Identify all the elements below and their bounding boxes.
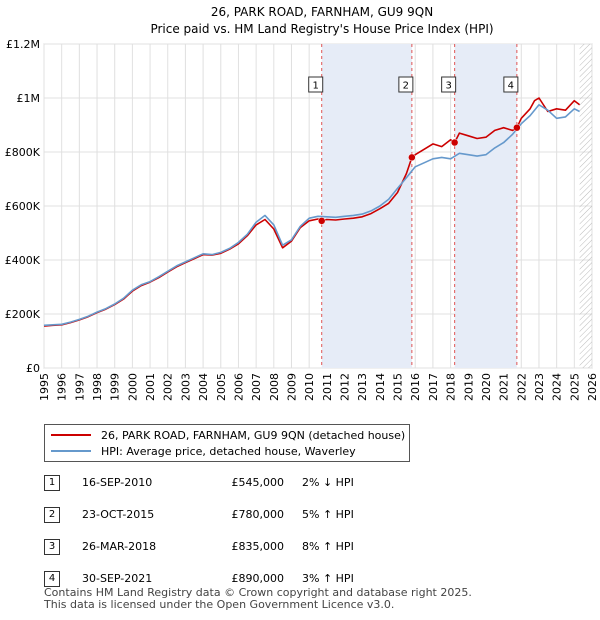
sale-label-box	[308, 76, 324, 93]
transaction-date: 26-MAR-2018	[82, 540, 157, 553]
sale-point	[513, 123, 521, 132]
price-chart: 26, PARK ROAD, FARNHAM, GU9 9QN Price pa…	[5, 5, 599, 401]
x-tick-label: 2025	[568, 373, 581, 401]
sale-label-text: 3	[445, 81, 451, 92]
x-tick-label: 2015	[392, 373, 405, 401]
x-tick-label: 2018	[445, 373, 458, 401]
transaction-price: £890,000	[231, 572, 285, 585]
x-tick-label: 1997	[73, 373, 86, 401]
legend-item-hpi: HPI: Average price, detached house, Wave…	[51, 443, 356, 459]
x-tick-label: 2023	[533, 373, 546, 401]
transaction-number: 2	[44, 507, 60, 523]
transaction-number: 1	[44, 475, 60, 491]
transaction-number: 4	[44, 571, 60, 587]
x-tick-label: 2010	[303, 373, 316, 401]
x-tick-label: 2002	[162, 373, 175, 401]
y-tick-label: £600K	[5, 200, 41, 213]
x-tick-label: 2005	[215, 373, 228, 401]
x-tick-label: 2012	[339, 373, 352, 401]
sale-labels: 1 2 3 4	[308, 76, 519, 93]
x-tick-label: 2003	[179, 373, 192, 401]
x-tick-label: 2001	[144, 373, 157, 401]
y-tick-label: £400K	[5, 254, 41, 267]
sale-label-box	[441, 76, 457, 93]
series-lines	[43, 97, 581, 327]
x-tick-label: 2017	[427, 373, 440, 401]
x-tick-label: 2009	[285, 373, 298, 401]
transaction-hpi: 2% ↓ HPI	[302, 476, 354, 489]
transaction-price: £780,000	[231, 508, 285, 521]
x-tick-label: 2021	[498, 373, 511, 401]
chart-title: 26, PARK ROAD, FARNHAM, GU9 9QN	[211, 5, 433, 19]
transaction-hpi: 8% ↑ HPI	[302, 540, 354, 553]
footer-licence: This data is licensed under the Open Gov…	[44, 598, 395, 611]
footer: Contains HM Land Registry data © Crown c…	[44, 587, 472, 611]
y-tick-label: £1M	[17, 92, 41, 105]
x-tick-label: 2016	[409, 373, 422, 401]
transaction-date: 23-OCT-2015	[82, 508, 155, 521]
x-tick-label: 1995	[38, 373, 51, 401]
transaction-hpi: 5% ↑ HPI	[302, 508, 354, 521]
shaded-periods	[321, 44, 592, 368]
transaction-price: £545,000	[231, 476, 285, 489]
x-tick-label: 2013	[356, 373, 369, 401]
sale-label-text: 2	[403, 81, 409, 92]
x-tick-label: 2026	[586, 373, 599, 401]
table-row: 1 16-SEP-2010 £545,000 2% ↓ HPI	[44, 472, 444, 494]
y-tick-label: £0	[26, 362, 40, 375]
legend: 26, PARK ROAD, FARNHAM, GU9 9QN (detache…	[44, 424, 410, 462]
sale-label-text: 4	[508, 81, 514, 92]
sale-point	[450, 138, 459, 147]
sale-label-box	[398, 76, 414, 93]
hpi-line	[43, 104, 580, 327]
legend-item-property: 26, PARK ROAD, FARNHAM, GU9 9QN (detache…	[51, 427, 405, 443]
sale-point	[408, 153, 416, 162]
x-tick-label: 2006	[232, 373, 245, 401]
y-axis-ticks: £0 £200K £400K £600K £800K £1M £1.2M	[5, 38, 41, 375]
chart-subtitle: Price paid vs. HM Land Registry's House …	[150, 22, 493, 36]
x-tick-label: 2011	[321, 373, 334, 401]
transaction-hpi: 3% ↑ HPI	[302, 572, 354, 585]
x-tick-label: 2022	[515, 373, 528, 401]
transaction-number: 3	[44, 539, 60, 555]
x-tick-label: 2014	[374, 373, 387, 401]
x-axis-ticks: 1995 1996 1997 1998 1999 2000 2001 2002 2003 2004…	[38, 373, 599, 401]
y-tick-label: £1.2M	[6, 38, 40, 51]
sale-point	[317, 217, 326, 225]
forecast-hatch	[579, 44, 592, 368]
transaction-date: 30-SEP-2021	[82, 572, 153, 585]
x-tick-label: 2019	[462, 373, 475, 401]
table-row: 3 26-MAR-2018 £835,000 8% ↑ HPI	[44, 536, 444, 558]
x-tick-label: 2004	[197, 373, 210, 401]
transaction-date: 16-SEP-2010	[82, 476, 153, 489]
legend-label-hpi: HPI: Average price, detached house, Wave…	[101, 444, 356, 458]
shaded-range	[321, 44, 412, 368]
legend-swatch-property	[51, 434, 91, 436]
legend-swatch-hpi	[51, 450, 91, 452]
legend-label-property: 26, PARK ROAD, FARNHAM, GU9 9QN (detache…	[101, 428, 406, 442]
x-tick-label: 2008	[268, 373, 281, 401]
transaction-price: £835,000	[231, 540, 285, 553]
y-tick-label: £800K	[5, 146, 41, 159]
x-tick-label: 1998	[91, 373, 104, 401]
sale-label-box	[503, 76, 519, 93]
table-row: 4 30-SEP-2021 £890,000 3% ↑ HPI	[44, 568, 444, 590]
sale-points	[317, 123, 521, 225]
x-tick-label: 1999	[109, 373, 122, 401]
x-tick-label: 2000	[126, 373, 139, 401]
x-tick-label: 2007	[250, 373, 263, 401]
footer-copyright: Contains HM Land Registry data © Crown c…	[44, 586, 472, 599]
x-tick-label: 1996	[56, 373, 69, 401]
x-tick-label: 2020	[480, 373, 493, 401]
sale-marker-lines	[321, 44, 518, 368]
table-row: 2 23-OCT-2015 £780,000 5% ↑ HPI	[44, 504, 444, 526]
sale-label-text: 1	[313, 81, 319, 92]
y-tick-label: £200K	[5, 308, 41, 321]
x-tick-label: 2024	[551, 373, 564, 401]
shaded-range	[454, 44, 517, 368]
